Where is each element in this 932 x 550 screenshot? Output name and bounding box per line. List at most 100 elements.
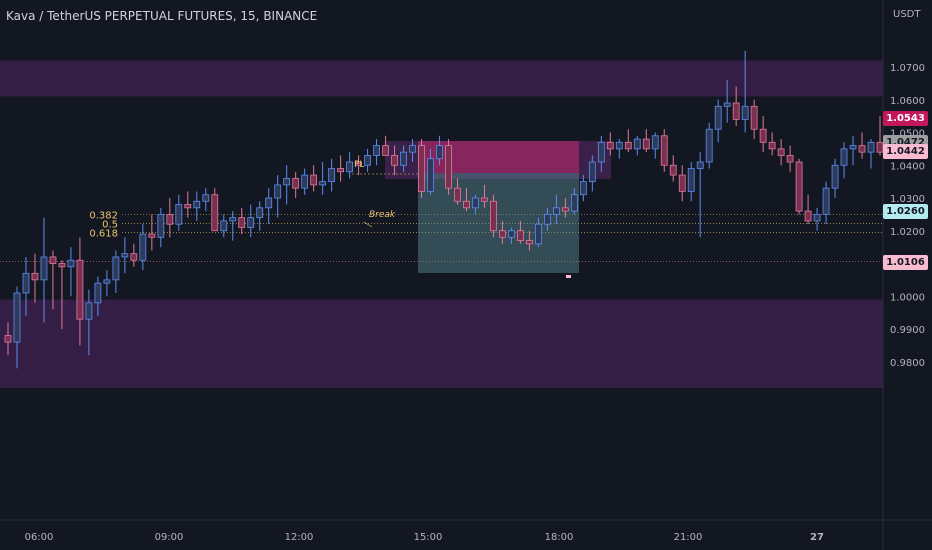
y-tick-1: 1.0600: [890, 96, 925, 107]
candle-body-38: [346, 161, 354, 173]
break-arrow: [363, 221, 373, 228]
price-badge: 1.0543: [883, 111, 928, 127]
candle-body-70: [633, 138, 641, 150]
candle-body-32: [292, 177, 300, 189]
zone-supply: [0, 60, 883, 97]
candle-body-37: [337, 168, 345, 173]
candle-body-87: [786, 155, 794, 163]
y-tick-5: 1.0200: [890, 227, 925, 238]
candle-body-15: [139, 233, 147, 261]
candle-body-41: [373, 145, 380, 156]
y-tick-4: 1.0300: [890, 194, 925, 205]
candle-body-29: [265, 197, 273, 209]
candle-body-66: [597, 141, 605, 163]
candle-body-50: [454, 187, 461, 202]
price-badge: 1.0442: [883, 144, 928, 160]
candle-body-59: [534, 223, 542, 245]
y-tick-2: 1.0500: [890, 129, 925, 140]
candle-layer: [4, 50, 884, 369]
axis-layer: 1.0700 1.0600 1.0500 1.0400 1.0300 1.0200 1.00…: [25, 63, 925, 543]
fib-label-2: 0.618: [89, 228, 118, 239]
fib-label-0: 0.382: [89, 210, 118, 221]
zone-demand: [0, 299, 883, 388]
candle-body-91: [822, 187, 830, 215]
candle-body-65: [588, 161, 596, 183]
candle-body-26: [238, 217, 246, 228]
x-tick-4: 18:00: [545, 532, 574, 543]
candle-body-61: [552, 207, 560, 215]
price-badge: 1.0260: [883, 204, 928, 220]
candle-body-24: [220, 220, 228, 232]
candle-body-47: [427, 158, 434, 192]
candle-body-56: [508, 230, 515, 238]
candle-body-35: [319, 181, 327, 186]
candle-body-90: [813, 213, 821, 222]
candle-body-64: [579, 181, 587, 196]
candle-body-40: [364, 155, 371, 166]
candle-body-68: [615, 141, 623, 150]
x-tick-3: 15:00: [414, 532, 443, 543]
candle-body-55: [499, 230, 506, 238]
chart-title: Kava / TetherUS PERPETUAL FUTURES, 15, B…: [6, 9, 318, 23]
x-tick-6: 27: [810, 532, 824, 543]
annotation-pl: PL: [354, 160, 364, 170]
x-tick-2: 12:00: [285, 532, 314, 543]
candle-body-42: [382, 145, 389, 156]
x-tick-0: 06:00: [25, 532, 54, 543]
candle-body-52: [472, 197, 479, 209]
candle-body-82: [741, 105, 749, 120]
candle-body-85: [768, 141, 776, 150]
y-tick-0: 1.0700: [890, 63, 925, 74]
candle-body-46: [418, 145, 425, 192]
candle-body-43: [391, 155, 398, 166]
y-tick-8: 0.9800: [890, 358, 925, 369]
candle-body-83: [750, 105, 758, 130]
candle-body-80: [723, 102, 731, 107]
candle-body-67: [606, 141, 614, 150]
candle-body-9: [85, 302, 93, 320]
candle-body-12: [112, 256, 120, 281]
candle-body-54: [490, 200, 497, 232]
candle-body-49: [445, 145, 452, 189]
candle-body-74: [669, 164, 677, 176]
candle-body-27: [247, 217, 255, 228]
candle-body-89: [804, 210, 812, 222]
currency-label: USDT: [893, 9, 921, 20]
entry-marker: [566, 275, 571, 278]
candle-body-0: [4, 335, 12, 343]
candle-body-14: [130, 253, 138, 261]
y-tick-7: 0.9900: [890, 325, 925, 336]
candle-body-33: [301, 174, 309, 189]
candle-body-28: [256, 207, 264, 219]
candle-body-44: [400, 151, 407, 166]
candle-body-60: [543, 213, 551, 225]
candle-body-18: [166, 213, 174, 225]
y-tick-6: 1.0000: [890, 292, 925, 303]
candle-body-31: [283, 177, 291, 186]
x-tick-5: 21:00: [674, 532, 703, 543]
candle-body-84: [759, 128, 767, 143]
profit-zone: [418, 173, 579, 273]
candle-body-57: [517, 230, 524, 241]
annotation-break: Break: [369, 210, 396, 220]
candle-body-96: [867, 141, 875, 153]
fib-label-1: 0.5: [102, 220, 118, 231]
x-tick-1: 09:00: [155, 532, 184, 543]
candle-body-62: [561, 207, 569, 212]
candle-body-13: [121, 253, 129, 258]
candle-body-53: [481, 197, 488, 202]
candle-body-36: [328, 168, 336, 183]
candle-body-72: [651, 135, 659, 150]
candle-body-11: [103, 279, 111, 284]
candle-body-22: [202, 194, 210, 202]
candle-body-94: [849, 145, 857, 150]
candle-body-10: [94, 282, 102, 304]
candle-body-92: [831, 164, 839, 189]
candle-body-23: [211, 194, 219, 232]
y-tick-3: 1.0400: [890, 161, 925, 172]
candle-body-17: [157, 213, 165, 238]
annotation-layer: PL Break: [352, 160, 418, 228]
price-badge: 1.0106: [883, 254, 928, 270]
